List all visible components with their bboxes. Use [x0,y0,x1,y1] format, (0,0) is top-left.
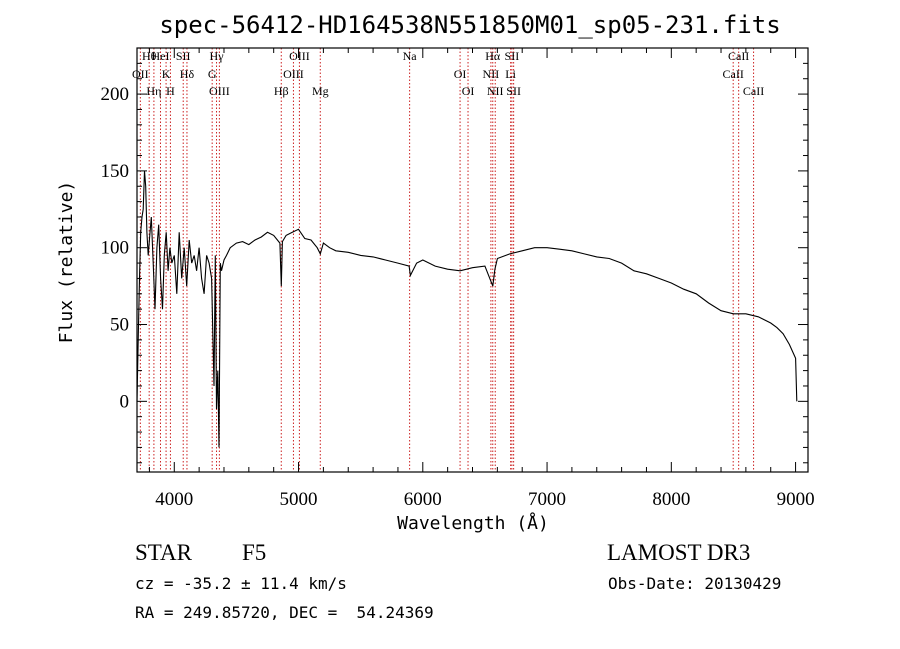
plot-frame [136,47,809,473]
line-marker-label: SII [506,84,521,98]
x-tick-label: 6000 [404,489,442,510]
line-marker-label: OII [132,67,149,81]
line-marker-label: CaII [723,67,744,81]
line-marker-label: K [162,67,171,81]
object-type: STAR [135,540,192,565]
spectrum-line [136,170,798,448]
line-marker-label: OIII [289,49,310,63]
line-marker-label: Na [403,49,418,63]
spectrum-chart: spec-56412-HD164538N551850M01_sp05-231.f… [56,11,815,534]
y-tick-label: 100 [101,238,130,259]
line-marker-label: Hβ [274,84,289,98]
survey-name: LAMOST DR3 [607,540,751,565]
line-marker-label: OIII [209,84,230,98]
line-marker-label: G [208,67,217,81]
y-tick-label: 150 [101,161,130,182]
y-axis-label: Flux (relative) [56,181,77,344]
x-tick-label: 7000 [528,489,566,510]
line-marker-label: NII [487,84,504,98]
line-marker-labels: Hθ OII Hη HeI KH SII Hδ OIII Hγ G Hβ OIII OIII Mg Na OI… [132,49,764,98]
redshift-cz: cz = -35.2 ± 11.4 km/s [135,574,347,593]
x-axis-label: Wavelength (Å) [397,512,549,534]
chart-title: spec-56412-HD164538N551850M01_sp05-231.f… [159,11,780,39]
line-marker-label: Hδ [180,67,195,81]
line-marker-label: SII [505,49,520,63]
line-marker-label: CaII [743,84,764,98]
line-marker-label: H [166,84,175,98]
x-tick-label: 8000 [652,489,690,510]
x-tick-label: 9000 [777,489,815,510]
observation-date: Obs-Date: 20130429 [608,574,782,593]
line-marker-label: OIII [283,67,304,81]
y-axis: 0 50 100 150 200 [101,62,808,464]
x-tick-label: 4000 [155,489,193,510]
line-marker-label: HeI [151,49,169,63]
line-marker-label: Li [505,67,516,81]
y-tick-label: 50 [110,315,129,336]
x-axis: 4000 5000 6000 7000 8000 9000 [148,48,815,510]
line-marker-label: CaII [728,49,749,63]
line-marker-label: Hγ [210,49,225,63]
line-marker-label: Hη [146,84,161,98]
line-marker-label: OI [462,84,475,98]
line-markers [139,48,755,472]
line-marker-label: Hθ [142,49,157,63]
line-marker-label: SII [176,49,191,63]
line-marker-label: Mg [312,84,329,98]
line-marker-label: Hα [485,49,501,63]
y-tick-label: 0 [120,391,130,412]
x-tick-label: 5000 [280,489,318,510]
coordinates: RA = 249.85720, DEC = 54.24369 [135,603,434,622]
line-marker-label: NII [483,67,500,81]
spectral-subclass: F5 [242,540,267,565]
y-tick-label: 200 [101,84,130,105]
line-marker-label: OI [454,67,467,81]
